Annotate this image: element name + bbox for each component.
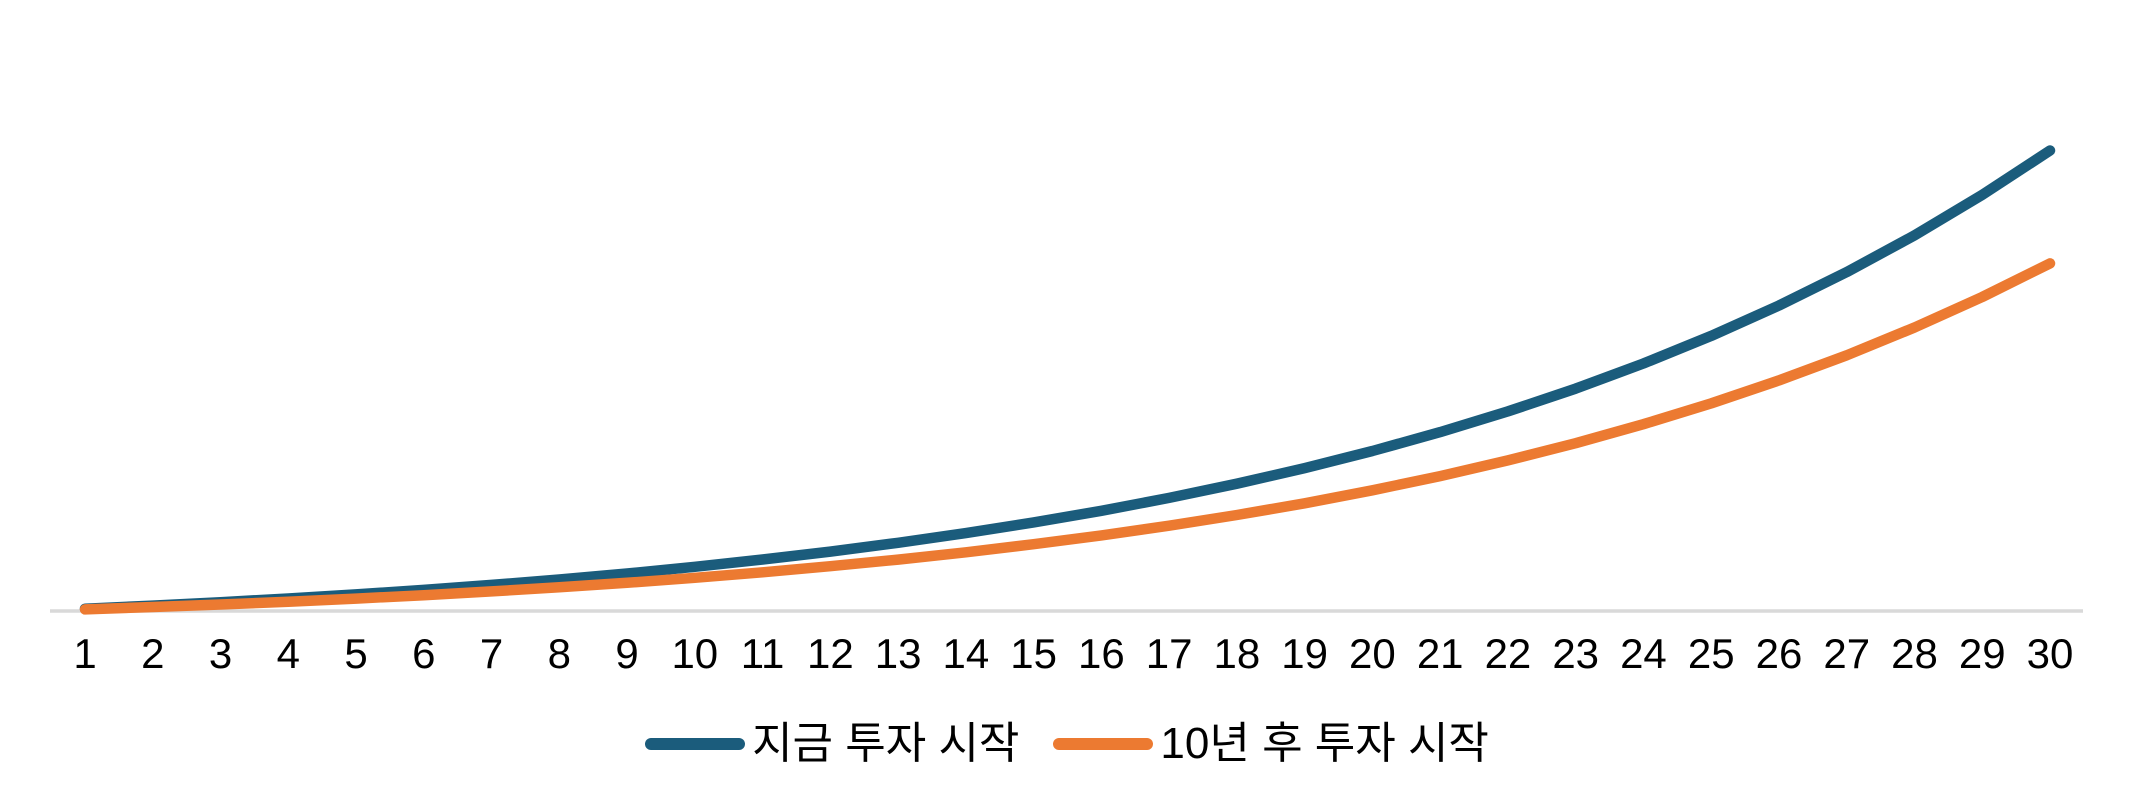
legend-item-invest-later: 10년 후 투자 시작 bbox=[1053, 719, 1489, 768]
legend-line-swatch-invest-later bbox=[1053, 738, 1154, 751]
legend-item-invest-now: 지금 투자 시작 bbox=[645, 719, 1020, 768]
legend-line-swatch-invest-now bbox=[645, 738, 746, 751]
legend-label-invest-later: 10년 후 투자 시작 bbox=[1160, 719, 1489, 768]
series-line-invest-later bbox=[79, 258, 2056, 615]
legend: 지금 투자 시작 10년 후 투자 시작 bbox=[0, 719, 2134, 768]
legend-label-invest-now: 지금 투자 시작 bbox=[752, 719, 1020, 768]
